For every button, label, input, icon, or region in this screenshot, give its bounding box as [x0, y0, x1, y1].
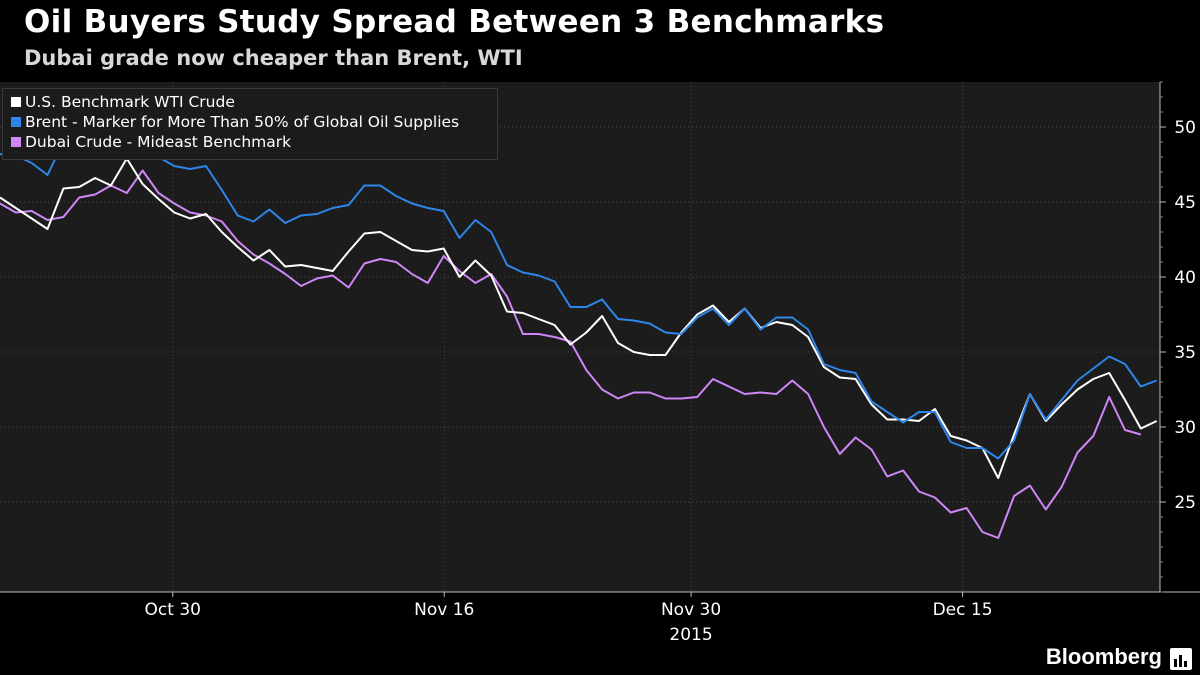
- y-axis-labels: 25 30 35 40 45 50: [1174, 118, 1196, 513]
- y-tick-label: 25: [1174, 493, 1196, 513]
- series-line-dubai: [0, 169, 1142, 539]
- legend-swatch-brent: [11, 117, 21, 127]
- y-minor-ticks: [1160, 81, 1166, 593]
- y-tick-label: 45: [1174, 193, 1196, 213]
- legend: U.S. Benchmark WTI Crude Brent - Marker …: [2, 88, 498, 160]
- year-label: 2015: [669, 625, 712, 645]
- series-line-brent: [0, 123, 1158, 460]
- series-lines: [0, 123, 1158, 539]
- y-tick-label: 40: [1174, 268, 1196, 288]
- legend-item-wti: U.S. Benchmark WTI Crude: [11, 93, 235, 111]
- x-tick-label: Dec 15: [933, 600, 993, 620]
- series-line-wti: [0, 157, 1158, 479]
- y-tick-label: 50: [1174, 118, 1196, 138]
- legend-item-brent: Brent - Marker for More Than 50% of Glob…: [11, 113, 459, 131]
- chart-subtitle: Dubai grade now cheaper than Brent, WTI: [24, 46, 523, 70]
- legend-label-dubai: Dubai Crude - Mideast Benchmark: [25, 133, 292, 151]
- bloomberg-logo: Bloomberg: [1045, 644, 1162, 669]
- y-tick-label: 35: [1174, 343, 1196, 363]
- bloomberg-terminal-icon: [1170, 648, 1192, 670]
- legend-item-dubai: Dubai Crude - Mideast Benchmark: [11, 133, 291, 151]
- legend-label-brent: Brent - Marker for More Than 50% of Glob…: [25, 113, 460, 131]
- grid-lines: [0, 82, 1160, 597]
- chart-title: Oil Buyers Study Spread Between 3 Benchm…: [24, 4, 885, 40]
- x-tick-label: Nov 16: [414, 600, 474, 620]
- y-tick-label: 30: [1174, 418, 1196, 438]
- legend-label-wti: U.S. Benchmark WTI Crude: [25, 93, 235, 111]
- x-tick-label: Oct 30: [145, 600, 201, 620]
- x-tick-label: Nov 30: [661, 600, 721, 620]
- year-labels: 20152016: [669, 625, 712, 645]
- legend-swatch-dubai: [11, 137, 21, 147]
- legend-swatch-wti: [11, 97, 21, 107]
